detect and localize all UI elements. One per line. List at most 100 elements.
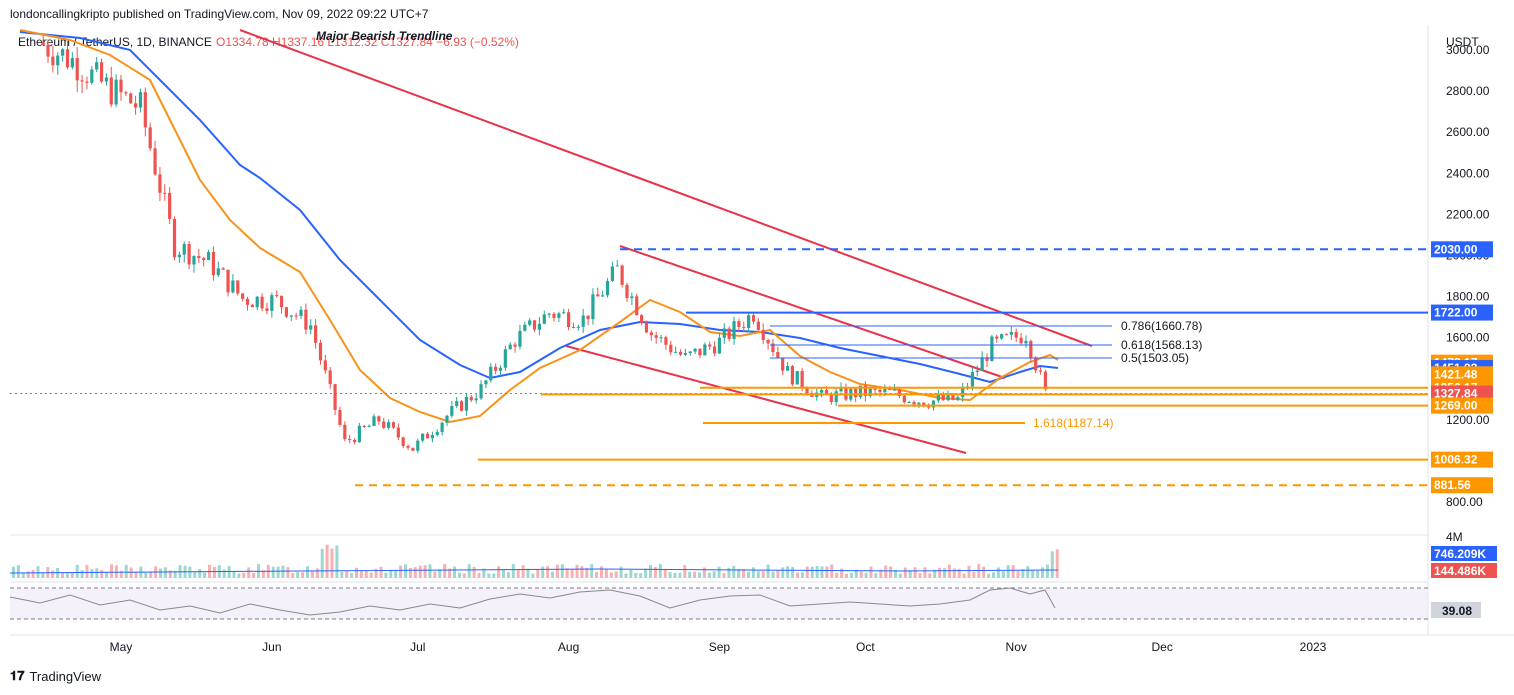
volume-bar [845,573,848,578]
candle-body [75,58,79,81]
volume-bar [595,571,599,578]
channel-lower-line[interactable] [565,345,967,454]
candle-body [678,351,683,355]
volume-bar [242,572,246,578]
volume-bar [75,564,79,578]
volume-bar [546,566,550,578]
candle-body [99,62,104,82]
trendline-annotation: Major Bearish Trendline [316,29,453,43]
major-bearish-trendline[interactable] [239,29,1093,347]
candle-body [790,366,795,385]
candle-body [620,265,624,285]
volume-bar [51,570,55,578]
candle-body [513,344,517,347]
volume-bar [193,572,197,578]
volume-bar [526,568,530,578]
candle-body [328,370,332,385]
volume-bar [1041,567,1044,578]
volume-bar [707,572,711,578]
currency-label: USDT [1446,35,1479,49]
candle-body [138,92,143,108]
candle-body [391,422,396,428]
candle-body [946,393,950,401]
candle-body [299,309,303,317]
volume-bar [889,566,893,578]
volume-bar [477,572,481,578]
x-tick-label: Aug [558,640,579,654]
volume-bar [198,569,202,578]
candle-body [601,295,605,297]
volume-bar [408,567,412,578]
rsi-badge [1431,602,1481,618]
volume-bar [555,564,559,578]
volume-bar [1045,564,1049,578]
candle-body [688,351,692,354]
y-axis-ticks: 3000.002800.002600.002400.002200.002000.… [1446,43,1490,509]
candle-body [635,296,639,316]
volume-bar [629,569,633,578]
x-tick-label: Oct [856,640,875,654]
volume-bar [1021,569,1025,578]
volume-bar [271,566,275,578]
volume-bar [815,566,819,578]
volume-bar [374,568,378,578]
volume-bar [614,571,618,578]
volume-bar [693,571,697,578]
volume-bar [987,573,991,578]
volume-bar [609,572,613,578]
candle-body [206,251,211,261]
candle-body [766,340,770,344]
fib-1618-label: 1.618(1187.14) [1033,416,1114,430]
candle-body [314,325,318,343]
volume-bar [796,572,799,578]
candle-body [148,127,152,149]
volume-bar [996,567,1000,578]
volume-bar [320,548,324,578]
volume-bar [698,572,701,578]
candle-body [922,402,926,407]
y-tick-label: 1800.00 [1446,290,1490,304]
candle-body [333,384,337,410]
volume-ma-badge [1431,546,1497,561]
footer-brand: TradingView [29,668,102,684]
volume-bar [12,566,15,578]
volume-bar [952,568,956,578]
volume-bar [345,571,349,578]
volume-bar [163,567,167,578]
candle-body [639,315,644,323]
candle-body [265,308,269,311]
candle-body [464,396,469,411]
candle-body [435,431,439,436]
fib-0618-label: 0.618(1568.13) [1121,338,1202,352]
volume-bar [560,564,564,578]
volume-bar [747,571,750,578]
volume-bar [492,573,496,578]
volume-bar [742,569,746,578]
candle-body [494,366,498,371]
volume-bar [825,566,829,578]
candle-body [941,395,945,401]
candle-body [980,357,984,371]
volume-bar [903,567,907,578]
candle-body [800,371,804,388]
candle-body [712,346,717,354]
volume-bar [384,572,388,578]
volume-bar [585,567,589,578]
volume-bar [457,572,461,578]
level-value-1327-84: 1327.84 [1434,387,1478,401]
volume-bar [1031,570,1035,578]
volume-bar [590,564,594,578]
candle-body [104,77,109,82]
candle-body [625,284,629,299]
volume-bar [737,569,741,578]
candle-body [892,389,897,391]
volume-bar [663,569,667,578]
candle-body [970,371,975,387]
candle-body [747,315,751,329]
candle-body [119,79,123,93]
volume-bar [399,565,403,578]
volume-bar [144,572,148,578]
candle-body [430,435,434,439]
candle-body [109,77,113,105]
